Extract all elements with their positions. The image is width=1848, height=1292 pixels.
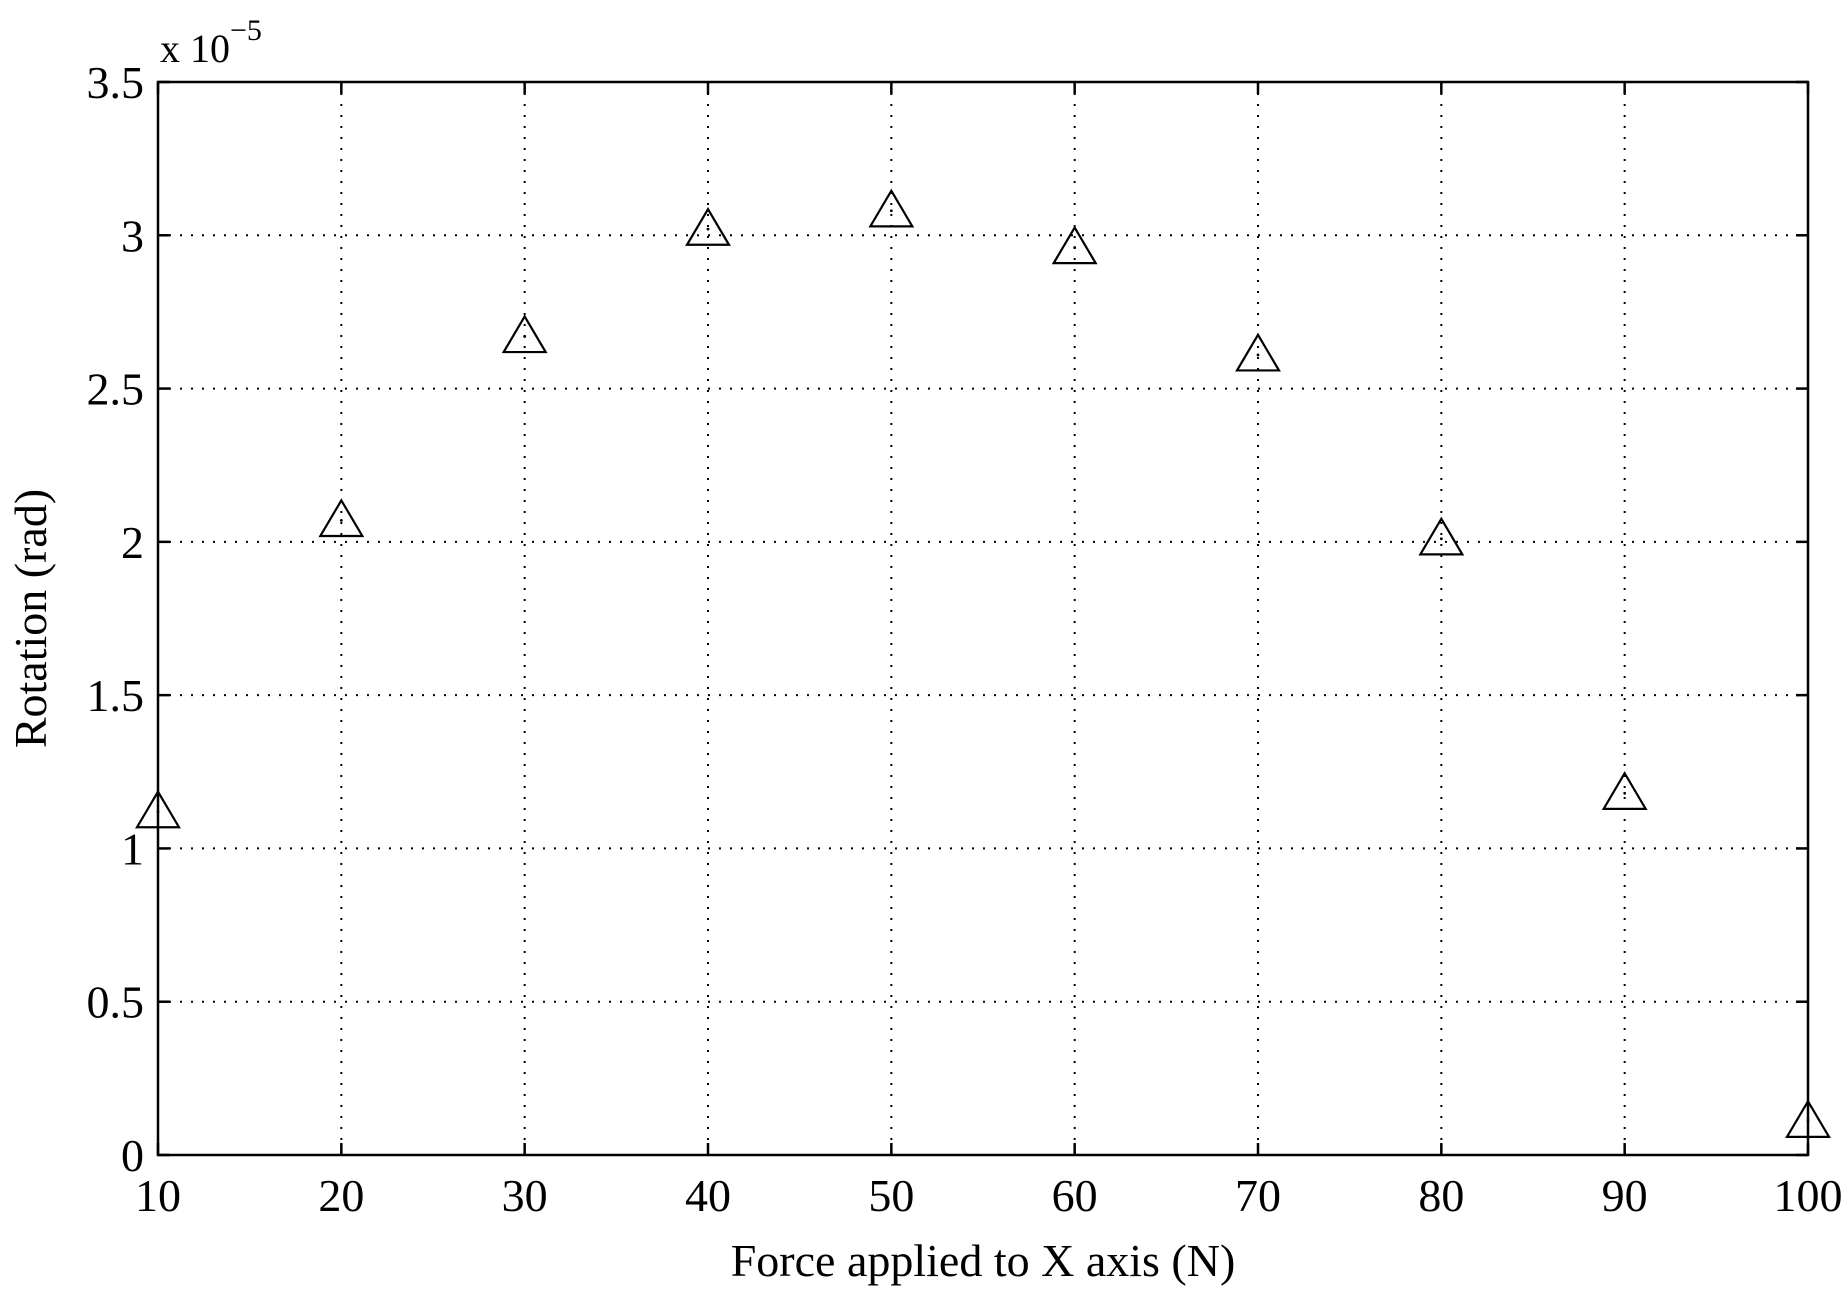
data-series: [135, 188, 1831, 1138]
triangle-marker: [1785, 1099, 1831, 1138]
y-axis-multiplier: x 10−5: [160, 14, 262, 71]
y-tick-label: 1.5: [87, 670, 145, 721]
marker-center-dot: [339, 518, 343, 522]
y-axis-multiplier-base: x 10: [160, 26, 230, 71]
y-tick-label: 0.5: [87, 977, 145, 1028]
triangle-marker: [1418, 516, 1465, 556]
marker-center-dot: [706, 227, 710, 231]
triangle-marker: [135, 789, 181, 829]
data-point: [501, 314, 548, 354]
triangle-marker: [685, 206, 731, 246]
marker-center-dot: [1623, 791, 1627, 795]
y-tick-label: 0: [121, 1130, 144, 1181]
marker-center-dot: [1256, 353, 1260, 357]
data-point: [1601, 771, 1648, 810]
triangle-marker: [1235, 332, 1281, 372]
data-point: [1051, 225, 1098, 265]
y-axis-label: Rotation (rad): [5, 489, 56, 748]
y-tick-label: 2: [121, 517, 144, 568]
x-tick-label: 80: [1418, 1170, 1464, 1221]
marker-center-dot: [1806, 1119, 1810, 1123]
marker-center-dot: [889, 209, 893, 213]
marker-center-dot: [1439, 537, 1443, 541]
x-axis-label: Force applied to X axis (N): [731, 1235, 1236, 1286]
triangle-marker: [318, 498, 365, 538]
x-tick-label: 10: [135, 1170, 181, 1221]
x-tick-label: 70: [1235, 1170, 1281, 1221]
x-tick-label: 40: [685, 1170, 731, 1221]
x-tick-label: 20: [318, 1170, 364, 1221]
plot-area-frame: [156, 80, 1810, 1157]
triangle-marker: [501, 314, 548, 354]
y-tick-label: 1: [121, 823, 144, 874]
x-tick-label: 30: [502, 1170, 548, 1221]
marker-center-dot: [156, 810, 160, 814]
x-tick-label: 90: [1602, 1170, 1648, 1221]
data-point: [1785, 1099, 1831, 1138]
data-point: [318, 498, 365, 538]
tick-layer: 10 20 30 40 50 60 70 80 90 100 0 0.5 1 1.5 2 2.5 3 3.5: [87, 57, 1843, 1221]
y-axis-multiplier-exponent: −5: [230, 14, 262, 47]
y-tick-label: 3.5: [87, 57, 145, 108]
data-point: [1418, 516, 1465, 556]
triangle-marker: [1051, 225, 1098, 265]
marker-center-dot: [1073, 246, 1077, 249]
x-tick-label: 50: [868, 1170, 914, 1221]
triangle-marker: [1601, 771, 1648, 810]
grid-layer: [158, 82, 1808, 1155]
data-point: [135, 789, 181, 829]
x-tick-label: 100: [1774, 1170, 1843, 1221]
marker-center-dot: [523, 335, 527, 338]
x-tick-label: 60: [1052, 1170, 1098, 1221]
triangle-marker: [868, 188, 915, 228]
y-tick-label: 2.5: [87, 364, 145, 415]
data-point: [1235, 332, 1281, 372]
y-tick-label: 3: [121, 210, 144, 261]
data-point: [685, 206, 731, 246]
data-point: [868, 188, 915, 228]
